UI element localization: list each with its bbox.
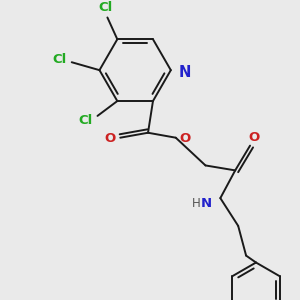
Text: O: O	[179, 132, 190, 145]
Text: Cl: Cl	[53, 53, 67, 66]
Text: Cl: Cl	[98, 1, 112, 14]
Text: N: N	[201, 196, 212, 210]
Text: O: O	[248, 131, 260, 144]
Text: Cl: Cl	[79, 114, 93, 128]
Text: O: O	[105, 132, 116, 145]
Text: N: N	[178, 64, 191, 80]
Text: H: H	[192, 196, 201, 210]
